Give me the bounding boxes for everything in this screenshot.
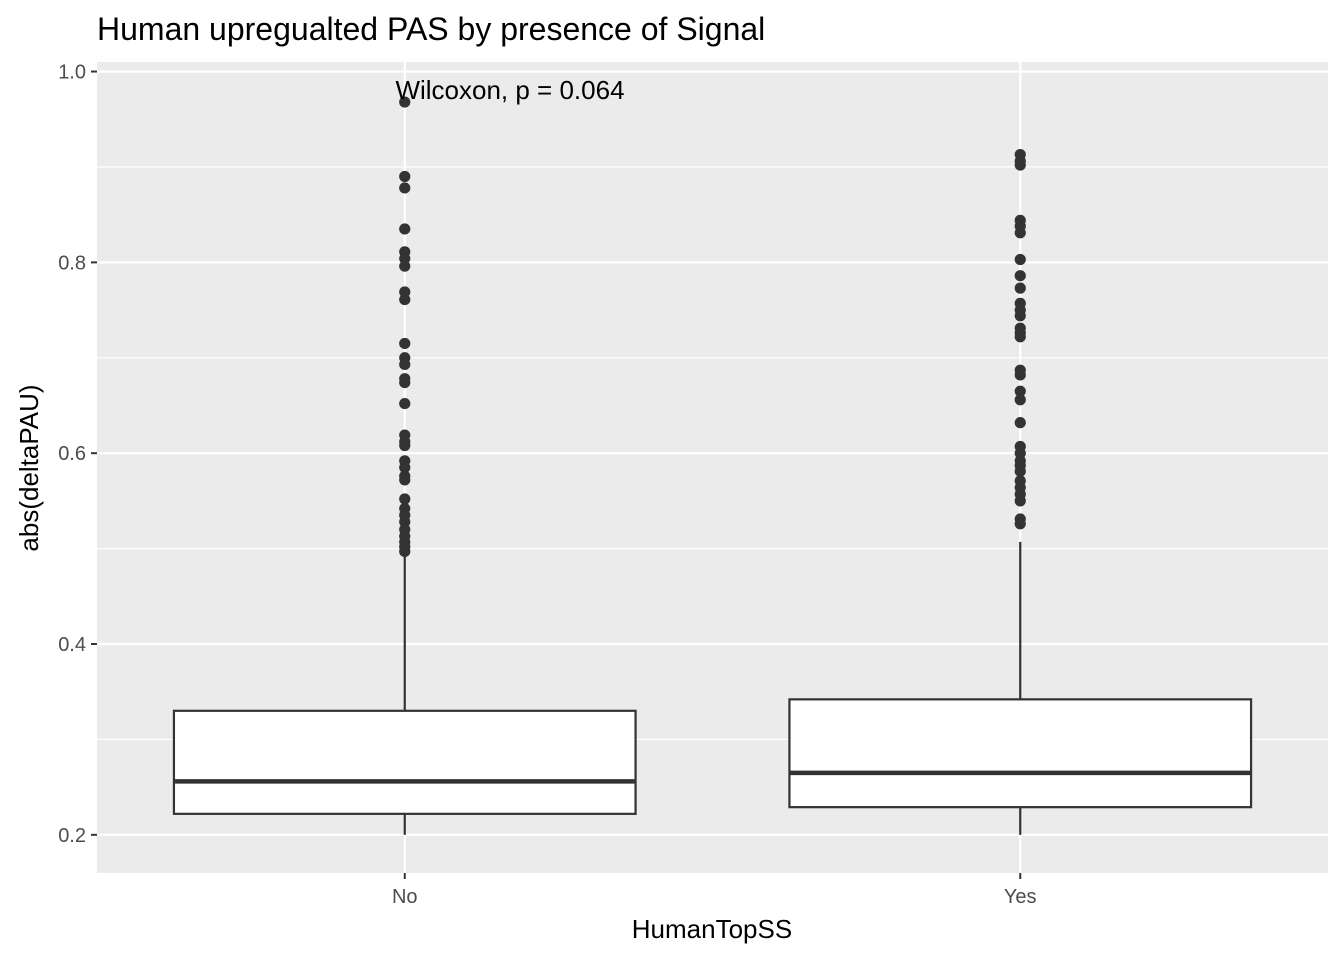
outlier-point [399,461,411,474]
outlier-point [1014,331,1026,343]
y-tick-label: 0.2 [58,825,86,847]
wilcoxon-annotation: Wilcoxon, p = 0.064 [395,75,624,105]
outlier-point [1014,270,1026,282]
x-tick-label: No [392,886,418,908]
y-tick-label: 1.0 [58,62,86,84]
x-axis-title: HumanTopSS [632,914,792,944]
outlier-point [399,358,411,371]
y-tick-label: 0.4 [58,634,86,656]
outlier-point [1014,465,1026,477]
iqr-box [172,709,637,815]
y-axis-title: abs(deltaPAU) [14,384,44,551]
iqr-box [788,698,1253,809]
outlier-point [1014,385,1026,397]
y-tick-label: 0.6 [58,443,86,465]
outlier-point [1014,495,1026,507]
outlier-point [399,96,411,108]
outlier-point [399,439,411,452]
outlier-point [1014,518,1026,530]
outlier-point [1014,282,1026,294]
outlier-point [1014,394,1026,406]
outlier-point [1014,369,1026,381]
outlier-point [1014,159,1026,171]
outlier-point [399,545,411,558]
outlier-point [1014,417,1026,429]
y-axis-ticks: 0.2 0.4 0.6 0.8 1.0 [58,62,97,847]
outlier-point [1014,227,1026,239]
outlier-point [399,223,411,235]
x-tick-label: Yes [1004,886,1037,908]
outlier-point [399,376,411,389]
outlier-point [1014,253,1026,266]
chart-title: Human upregualted PAS by presence of Sig… [97,11,765,47]
boxplots [172,96,1253,835]
boxplot-no [172,96,637,835]
outlier-point [399,182,411,194]
outlier-point [399,474,411,486]
outlier-point [399,170,411,183]
outlier-point [399,397,411,410]
y-tick-label: 0.8 [58,252,86,274]
outlier-point [1014,310,1026,322]
boxplot-yes [788,148,1253,835]
x-axis-ticks: No Yes [392,873,1037,908]
outlier-point [399,493,411,505]
outlier-point [399,293,411,306]
outlier-point [399,337,411,350]
outlier-point [399,260,411,272]
